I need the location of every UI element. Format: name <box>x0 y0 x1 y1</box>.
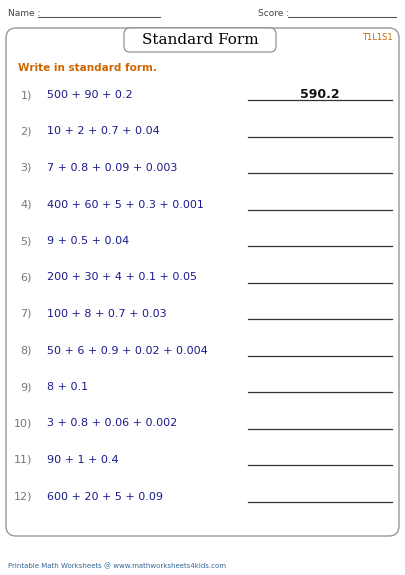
Text: 400 + 60 + 5 + 0.3 + 0.001: 400 + 60 + 5 + 0.3 + 0.001 <box>47 200 204 209</box>
Text: 10): 10) <box>14 419 32 428</box>
Text: 500 + 90 + 0.2: 500 + 90 + 0.2 <box>47 90 132 100</box>
FancyBboxPatch shape <box>6 28 399 536</box>
Text: Score :: Score : <box>258 10 289 18</box>
Text: Name :: Name : <box>8 10 40 18</box>
Text: 8 + 0.1: 8 + 0.1 <box>47 382 88 392</box>
Text: 3): 3) <box>21 163 32 173</box>
Text: 8): 8) <box>21 346 32 355</box>
Text: 9 + 0.5 + 0.04: 9 + 0.5 + 0.04 <box>47 236 129 246</box>
Text: 590.2: 590.2 <box>300 89 340 102</box>
Text: 6): 6) <box>21 273 32 282</box>
Text: 11): 11) <box>14 455 32 465</box>
Text: 4): 4) <box>21 200 32 209</box>
FancyBboxPatch shape <box>124 28 276 52</box>
Text: 9): 9) <box>21 382 32 392</box>
Text: Printable Math Worksheets @ www.mathworksheets4kids.com: Printable Math Worksheets @ www.mathwork… <box>8 563 226 569</box>
Text: 5): 5) <box>21 236 32 246</box>
Text: T1L1S1: T1L1S1 <box>362 33 393 41</box>
Text: 200 + 30 + 4 + 0.1 + 0.05: 200 + 30 + 4 + 0.1 + 0.05 <box>47 273 197 282</box>
Text: 10 + 2 + 0.7 + 0.04: 10 + 2 + 0.7 + 0.04 <box>47 126 160 136</box>
Text: 100 + 8 + 0.7 + 0.03: 100 + 8 + 0.7 + 0.03 <box>47 309 166 319</box>
Text: 600 + 20 + 5 + 0.09: 600 + 20 + 5 + 0.09 <box>47 492 163 501</box>
Text: 1): 1) <box>21 90 32 100</box>
Text: 7): 7) <box>21 309 32 319</box>
Text: 12): 12) <box>13 492 32 501</box>
Text: 7 + 0.8 + 0.09 + 0.003: 7 + 0.8 + 0.09 + 0.003 <box>47 163 177 173</box>
Text: 3 + 0.8 + 0.06 + 0.002: 3 + 0.8 + 0.06 + 0.002 <box>47 419 177 428</box>
Text: Write in standard form.: Write in standard form. <box>18 63 157 73</box>
Text: 50 + 6 + 0.9 + 0.02 + 0.004: 50 + 6 + 0.9 + 0.02 + 0.004 <box>47 346 208 355</box>
Text: 90 + 1 + 0.4: 90 + 1 + 0.4 <box>47 455 119 465</box>
Text: Standard Form: Standard Form <box>142 33 258 47</box>
Text: 2): 2) <box>21 126 32 136</box>
